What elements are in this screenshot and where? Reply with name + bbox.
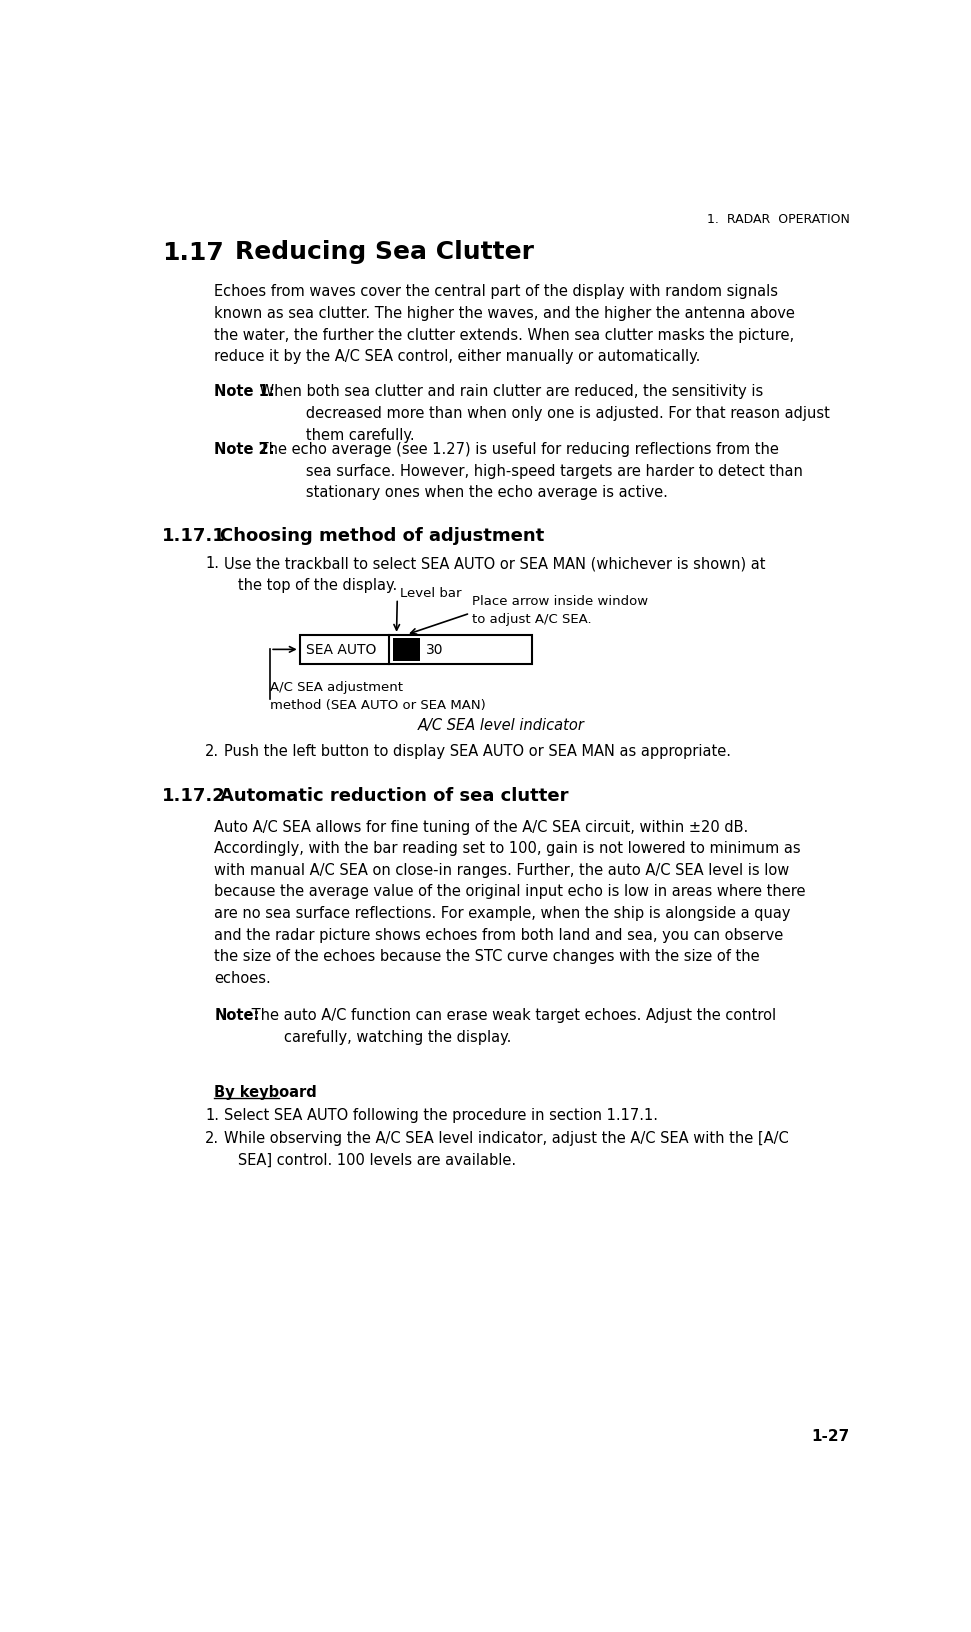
Text: Reducing Sea Clutter: Reducing Sea Clutter (235, 240, 534, 264)
Text: 2.: 2. (205, 1131, 219, 1146)
Text: 1-27: 1-27 (812, 1430, 850, 1444)
Text: 30: 30 (426, 643, 444, 658)
Text: A/C SEA adjustment
method (SEA AUTO or SEA MAN): A/C SEA adjustment method (SEA AUTO or S… (270, 681, 486, 712)
Text: By keyboard: By keyboard (215, 1085, 318, 1100)
Text: The echo average (see 1.27) is useful for reducing reflections from the
        : The echo average (see 1.27) is useful fo… (254, 442, 803, 501)
Text: 1.  RADAR  OPERATION: 1. RADAR OPERATION (707, 212, 850, 225)
Bar (300, 635, 532, 664)
Text: 2.: 2. (205, 744, 219, 759)
Text: Place arrow inside window
to adjust A/C SEA.: Place arrow inside window to adjust A/C … (473, 594, 649, 625)
Text: Auto A/C SEA allows for fine tuning of the A/C SEA circuit, within ±20 dB.
Accor: Auto A/C SEA allows for fine tuning of t… (215, 819, 806, 986)
Text: Note:: Note: (215, 1009, 260, 1023)
Text: Echoes from waves cover the central part of the display with random signals
know: Echoes from waves cover the central part… (215, 284, 795, 364)
Text: Automatic reduction of sea clutter: Automatic reduction of sea clutter (219, 787, 568, 805)
Text: Note 2:: Note 2: (215, 442, 275, 457)
Text: 1.: 1. (205, 557, 219, 571)
Text: Level bar: Level bar (400, 588, 462, 601)
Text: 1.17.2: 1.17.2 (162, 787, 225, 805)
Text: The auto A/C function can erase weak target echoes. Adjust the control
        c: The auto A/C function can erase weak tar… (247, 1009, 776, 1044)
Text: A/C SEA level indicator: A/C SEA level indicator (418, 718, 585, 733)
Text: Choosing method of adjustment: Choosing method of adjustment (219, 527, 544, 545)
Text: Note 1:: Note 1: (215, 385, 275, 400)
Bar (392, 638, 419, 661)
Text: Select SEA AUTO following the procedure in section 1.17.1.: Select SEA AUTO following the procedure … (223, 1108, 657, 1123)
Text: Push the left button to display SEA AUTO or SEA MAN as appropriate.: Push the left button to display SEA AUTO… (223, 744, 730, 759)
Text: Use the trackball to select SEA AUTO or SEA MAN (whichever is shown) at
   the t: Use the trackball to select SEA AUTO or … (223, 557, 765, 592)
Text: When both sea clutter and rain clutter are reduced, the sensitivity is
         : When both sea clutter and rain clutter a… (254, 385, 829, 442)
Text: SEA AUTO: SEA AUTO (306, 643, 376, 658)
Text: 1.17: 1.17 (162, 240, 223, 264)
Text: 1.17.1: 1.17.1 (162, 527, 225, 545)
Text: While observing the A/C SEA level indicator, adjust the A/C SEA with the [A/C
  : While observing the A/C SEA level indica… (223, 1131, 788, 1169)
Text: 1.: 1. (205, 1108, 219, 1123)
